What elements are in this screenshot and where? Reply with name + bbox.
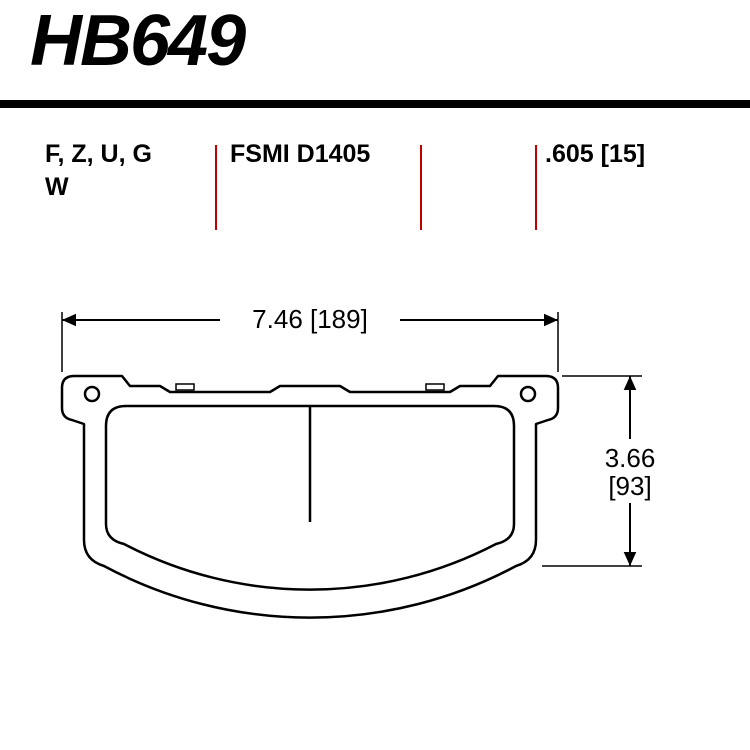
fsmi-column: FSMI D1405	[230, 140, 430, 169]
part-number-title: HB649	[30, 0, 244, 82]
spec-row: F, Z, U, G W FSMI D1405 .605 [15]	[35, 140, 715, 240]
header-rule	[0, 100, 750, 108]
thickness-mm: [15]	[601, 140, 645, 168]
thickness-column: .605 [15]	[545, 140, 685, 169]
brake-pad-diagram: 7.46 [189] 3.66[93]	[0, 280, 750, 680]
thickness-inches: .605	[545, 140, 594, 168]
column-separator-2	[420, 145, 422, 230]
compounds-line-1: F, Z, U, G	[45, 140, 205, 169]
height-dimension-mm: [93]	[608, 471, 651, 501]
column-separator-3	[535, 145, 537, 230]
compounds-column: F, Z, U, G W	[45, 140, 205, 202]
fsmi-code: FSMI D1405	[230, 140, 430, 169]
width-dimension-label: 7.46 [189]	[252, 304, 368, 334]
height-dimension-inches: 3.66	[605, 443, 656, 473]
compounds-line-2: W	[45, 173, 205, 202]
column-separator-1	[215, 145, 217, 230]
